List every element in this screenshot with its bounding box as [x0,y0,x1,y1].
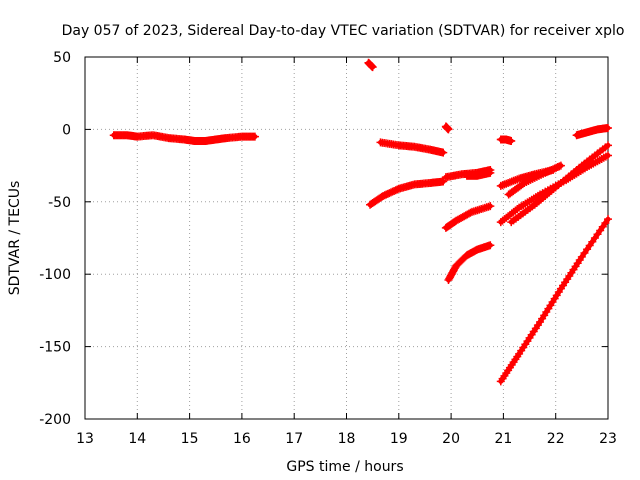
series-track-14 [507,141,612,227]
x-tick-label: 17 [285,431,303,447]
series-track-12 [504,161,565,199]
data-point [486,202,495,211]
y-tick-label: -150 [39,340,71,356]
series-track-8 [441,202,495,232]
chart-title: Day 057 of 2023, Sidereal Day-to-day VTE… [62,23,625,39]
x-tick-label: 14 [128,431,146,447]
x-tick-label: 13 [76,431,94,447]
grid-lines [85,57,608,419]
y-tick-label: -200 [39,412,71,428]
series-track-1 [109,131,259,145]
data-point [439,148,448,157]
data-point [444,125,453,134]
data-point [604,141,612,150]
series-track-3 [376,138,448,157]
x-tick-label: 21 [494,431,512,447]
x-axis-label: GPS time / hours [286,459,403,475]
x-tick-label: 22 [547,431,565,447]
y-tick-label: -50 [48,195,71,211]
series-track-10 [496,135,516,145]
x-tick-label: 20 [442,431,460,447]
data-point [250,132,259,141]
x-tick-label: 19 [390,431,408,447]
y-tick-label: -100 [39,267,71,283]
data-point [604,151,612,160]
data-point [604,123,612,132]
data-point [486,241,495,250]
y-tick-label: 50 [53,50,71,66]
series-track-2 [364,58,377,72]
series-track-4 [366,177,448,209]
series-track-5 [441,122,453,134]
x-tick-label: 15 [181,431,199,447]
y-tick-label: 0 [62,122,71,138]
x-tick-label: 23 [599,431,617,447]
x-tick-label: 18 [338,431,356,447]
axis-ticks: 13 14 15 16 17 18 19 20 21 22 23 50 0 -50 -100 -150 -200 [39,50,617,447]
x-tick-label: 16 [233,431,251,447]
data-layer [109,58,612,386]
series-track-7 [462,168,495,180]
data-point [486,168,495,177]
data-point [604,215,612,224]
series-track-16 [496,215,612,386]
data-point [507,136,516,145]
data-point [368,63,377,72]
series-track-15 [572,123,612,140]
data-point [439,177,448,186]
series-track-9 [444,241,495,284]
data-point [556,161,565,170]
y-axis-label: SDTVAR / TECUs [7,181,23,296]
